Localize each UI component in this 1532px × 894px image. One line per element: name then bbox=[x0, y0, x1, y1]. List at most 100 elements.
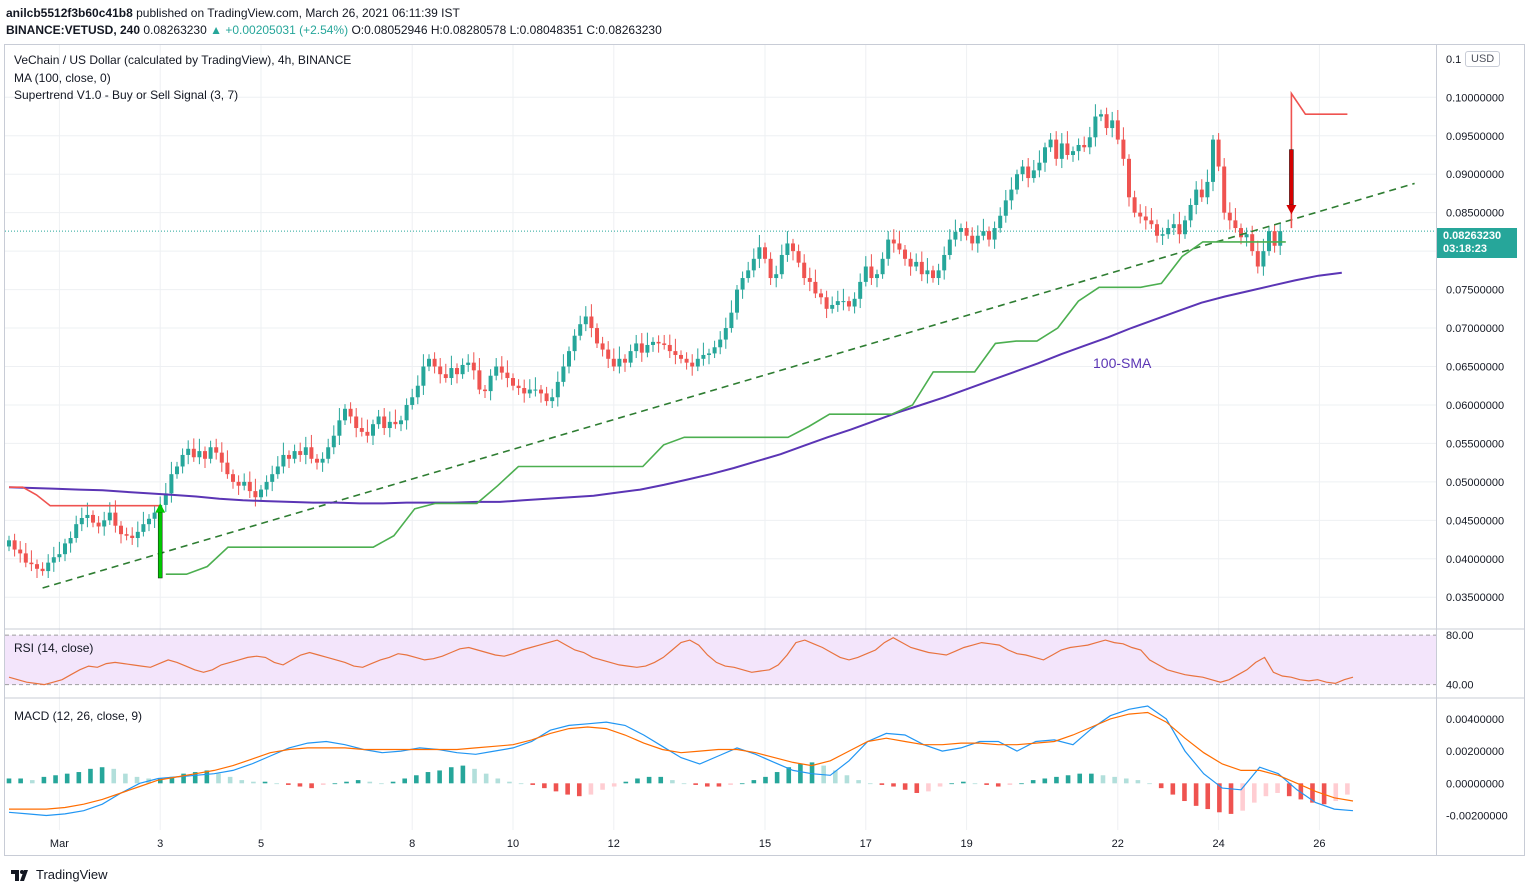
publish-info: anilcb5512f3b60c41b8 published on Tradin… bbox=[6, 6, 460, 20]
macd-histogram-bar bbox=[1019, 783, 1024, 785]
macd-histogram-bar bbox=[1123, 778, 1129, 784]
macd-histogram-bar bbox=[600, 783, 605, 790]
macd-histogram-bar bbox=[320, 783, 326, 785]
candle-body bbox=[253, 491, 258, 498]
candle-body bbox=[869, 266, 874, 279]
price-tick-label: 0.07500000 bbox=[1446, 285, 1504, 297]
candle-body bbox=[959, 228, 963, 232]
candle-body bbox=[1015, 174, 1019, 190]
candle-body bbox=[399, 420, 403, 425]
macd-histogram-bar bbox=[111, 768, 117, 784]
macd-histogram-bar bbox=[181, 773, 186, 784]
candle-body bbox=[438, 366, 443, 375]
candle-body bbox=[74, 524, 79, 539]
tradingview-logo[interactable]: TradingView bbox=[10, 867, 108, 882]
candle-body bbox=[634, 343, 639, 352]
macd-histogram-bar bbox=[1333, 783, 1339, 802]
rsi-band bbox=[5, 635, 1436, 685]
legend-rsi[interactable]: RSI (14, close) bbox=[14, 641, 94, 655]
candle-body bbox=[807, 278, 812, 282]
candle-body bbox=[309, 447, 314, 459]
macd-histogram-bar bbox=[1112, 776, 1117, 784]
candle-body bbox=[1003, 200, 1008, 216]
macd-histogram-bar bbox=[623, 781, 629, 784]
tradingview-icon bbox=[11, 869, 28, 881]
symbol-line: BINANCE:VETUSD, 240 bbox=[6, 23, 141, 37]
candle-body bbox=[326, 447, 331, 459]
candle-body bbox=[1199, 189, 1204, 198]
macd-histogram-bar bbox=[693, 783, 698, 785]
macd-histogram-bar bbox=[1298, 783, 1304, 800]
candle-body bbox=[247, 481, 252, 492]
macd-histogram-bar bbox=[204, 770, 210, 784]
price-tick-label-partial: 0.1 bbox=[1446, 54, 1461, 66]
rsi-tick-label: 40.00 bbox=[1446, 680, 1474, 692]
candle-body bbox=[107, 512, 112, 521]
macd-histogram-bar bbox=[251, 781, 256, 784]
macd-histogram-bar bbox=[169, 776, 175, 784]
candle-body bbox=[499, 366, 504, 373]
macd-histogram-bar bbox=[739, 783, 745, 785]
candle-body bbox=[169, 474, 174, 494]
published-text: published on TradingView.com, March 26, … bbox=[136, 6, 460, 20]
sell-signal-bar bbox=[1289, 149, 1294, 206]
candle-body bbox=[303, 447, 308, 455]
candle-body bbox=[1216, 139, 1221, 167]
legend-ma[interactable]: MA (100, close, 0) bbox=[14, 71, 111, 85]
candle-body bbox=[96, 522, 101, 527]
macd-histogram-bar bbox=[41, 776, 47, 784]
candle-body bbox=[1183, 220, 1187, 235]
candle-body bbox=[578, 324, 583, 336]
candle-body bbox=[40, 568, 45, 572]
macd-histogram-bar bbox=[751, 780, 757, 784]
macd-histogram-bar bbox=[18, 778, 23, 784]
macd-histogram-bar bbox=[611, 783, 617, 787]
candle-body bbox=[852, 298, 857, 307]
candle-body bbox=[124, 534, 129, 536]
candle-body bbox=[1110, 120, 1115, 129]
candle-body bbox=[1143, 216, 1148, 221]
macd-histogram-bar bbox=[1251, 783, 1257, 803]
price-tick-label: 0.04000000 bbox=[1446, 554, 1504, 566]
price-tick-label: 0.10000000 bbox=[1446, 92, 1504, 104]
price-tick-label: 0.06500000 bbox=[1446, 361, 1504, 373]
candle-body bbox=[203, 451, 207, 459]
price-tick-label: 0.06000000 bbox=[1446, 400, 1504, 412]
candle-body bbox=[712, 347, 717, 354]
candle-body bbox=[315, 458, 319, 463]
macd-histogram-bar bbox=[670, 780, 675, 784]
candle-body bbox=[147, 518, 151, 525]
candle-body bbox=[23, 553, 28, 563]
macd-histogram-bar bbox=[1147, 783, 1152, 785]
publisher-name[interactable]: anilcb5512f3b60c41b8 bbox=[6, 6, 133, 20]
candle-body bbox=[1233, 220, 1238, 229]
macd-histogram-bar bbox=[728, 783, 733, 785]
candle-body bbox=[785, 243, 790, 255]
legend-supertrend[interactable]: Supertrend V1.0 - Buy or Sell Signal (3,… bbox=[14, 88, 239, 102]
candle-body bbox=[466, 362, 471, 365]
brand-name: TradingView bbox=[36, 867, 108, 882]
candle-body bbox=[964, 228, 969, 236]
candle-body bbox=[270, 474, 275, 482]
legend-macd[interactable]: MACD (12, 26, close, 9) bbox=[14, 709, 143, 723]
candle-body bbox=[63, 543, 67, 555]
candle-body bbox=[281, 454, 286, 467]
candle-body bbox=[561, 366, 566, 382]
date-tick-label: 8 bbox=[409, 838, 415, 850]
candle-body bbox=[348, 408, 353, 417]
candle-body bbox=[611, 358, 616, 367]
macd-histogram-bar bbox=[309, 783, 314, 789]
candle-body bbox=[919, 261, 924, 275]
candle-body bbox=[46, 562, 51, 572]
macd-histogram-bar bbox=[344, 781, 349, 784]
candle-body bbox=[421, 366, 426, 386]
date-tick-label: 3 bbox=[157, 838, 163, 850]
macd-histogram-bar bbox=[355, 780, 361, 784]
price-axis-separator bbox=[1436, 44, 1437, 856]
currency-button[interactable]: USD bbox=[1465, 51, 1501, 67]
candle-body bbox=[354, 416, 359, 429]
macd-histogram-bar bbox=[6, 778, 12, 784]
candle-body bbox=[180, 454, 185, 467]
candle-body bbox=[824, 297, 829, 309]
